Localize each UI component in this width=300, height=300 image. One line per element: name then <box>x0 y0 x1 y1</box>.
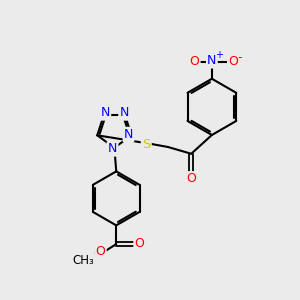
Text: O: O <box>189 56 199 68</box>
Text: +: + <box>214 50 223 60</box>
Text: O: O <box>96 245 105 258</box>
Text: N: N <box>108 142 117 155</box>
Text: O: O <box>228 56 238 68</box>
Text: N: N <box>100 106 110 119</box>
Text: -: - <box>237 51 242 64</box>
Text: S: S <box>142 137 150 151</box>
Text: O: O <box>135 237 144 250</box>
Text: N: N <box>207 54 217 67</box>
Text: N: N <box>124 128 133 141</box>
Text: N: N <box>119 106 129 119</box>
Text: O: O <box>186 172 196 185</box>
Text: CH₃: CH₃ <box>72 254 94 267</box>
